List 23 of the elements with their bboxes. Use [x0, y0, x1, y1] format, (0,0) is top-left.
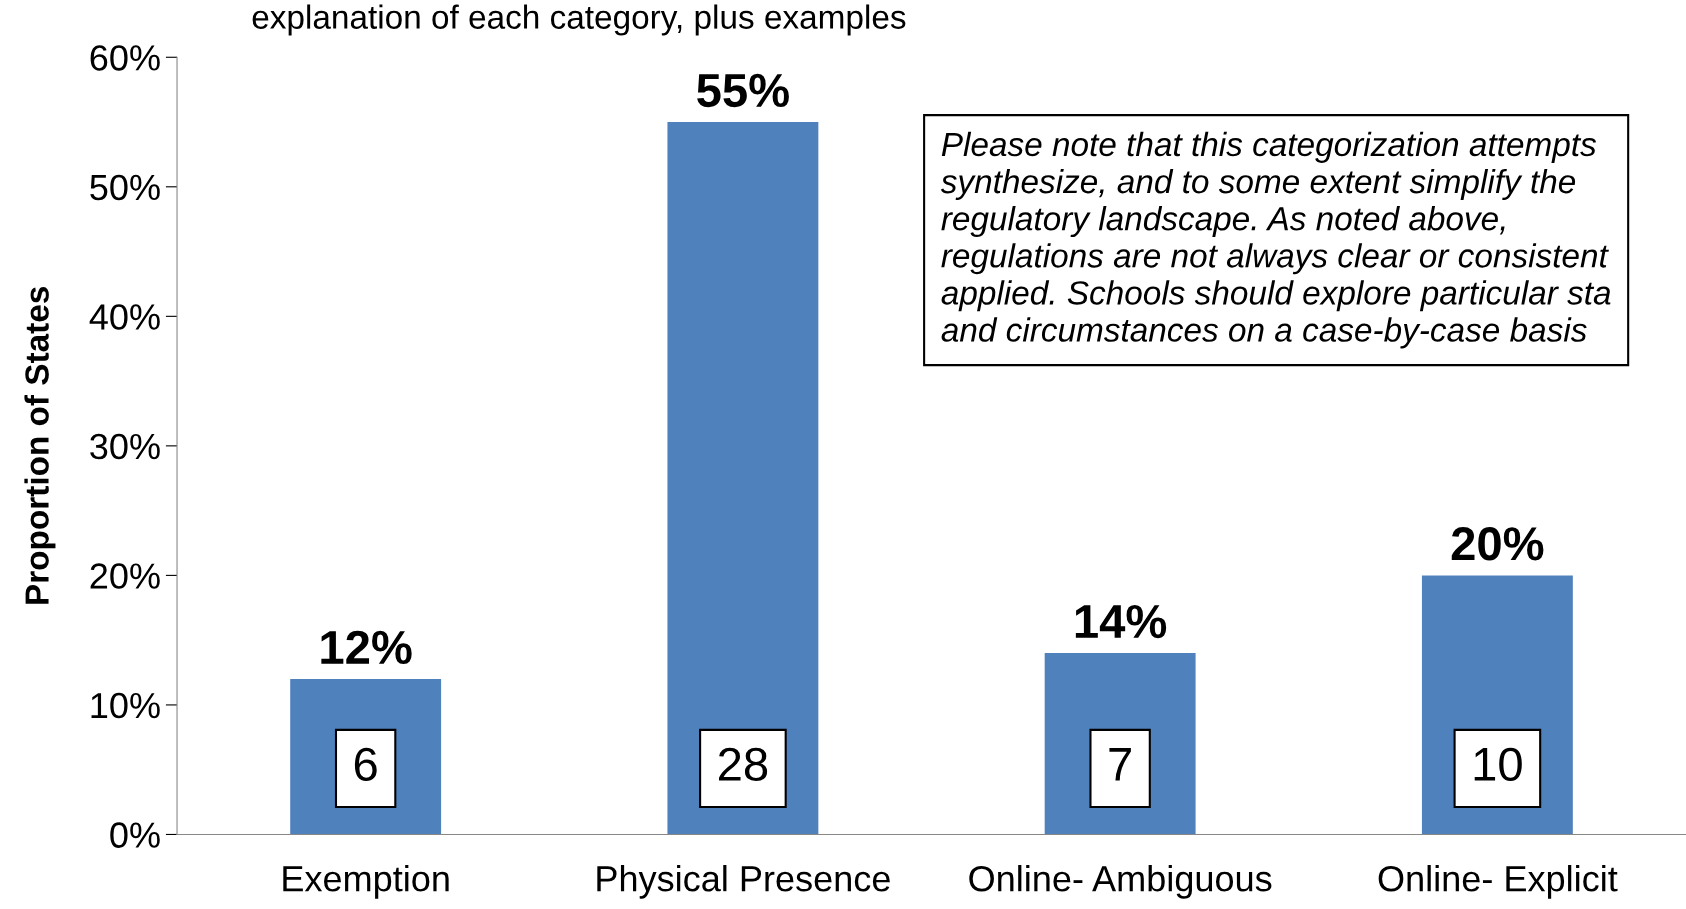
annotation: 6 [354, 747, 377, 782]
annotation: 7 [1109, 748, 1131, 781]
x-tick-label: Online- Ambiguous [969, 865, 1272, 899]
x-tick-label: Online- Explicit [1378, 865, 1618, 899]
y-tick-label: 40% [89, 304, 160, 330]
annotation: 10 [1474, 747, 1522, 782]
y-tick-label: 50% [90, 174, 160, 201]
bar [667, 122, 819, 835]
y-tick-label: 10% [91, 692, 160, 719]
text: explanation of each category, plus examples [252, 4, 906, 36]
data-label: 12% [321, 630, 412, 665]
y-tick-label: 30% [90, 433, 160, 460]
x-tick-label: Physical Presence [597, 865, 890, 899]
annotation: Please note that this categorization attempts synthesize, and to some extent simplify the regulatory landscape. As noted above, regulations are not always clear or consistent applied. Schools should explore particular sta and circumstances on a case-by-case basis [940, 131, 1611, 349]
annotation: 28 [719, 747, 768, 782]
data-label: 14% [1075, 604, 1167, 639]
y-axis-title: Proportion of States [24, 287, 56, 604]
y-tick-label: 0% [110, 822, 160, 848]
y-tick-label: 20% [90, 563, 160, 589]
x-tick-label: Exemption [283, 865, 449, 899]
data-label: 20% [1451, 527, 1544, 561]
data-label: 55% [697, 73, 789, 108]
y-tick-label: 60% [90, 45, 160, 71]
